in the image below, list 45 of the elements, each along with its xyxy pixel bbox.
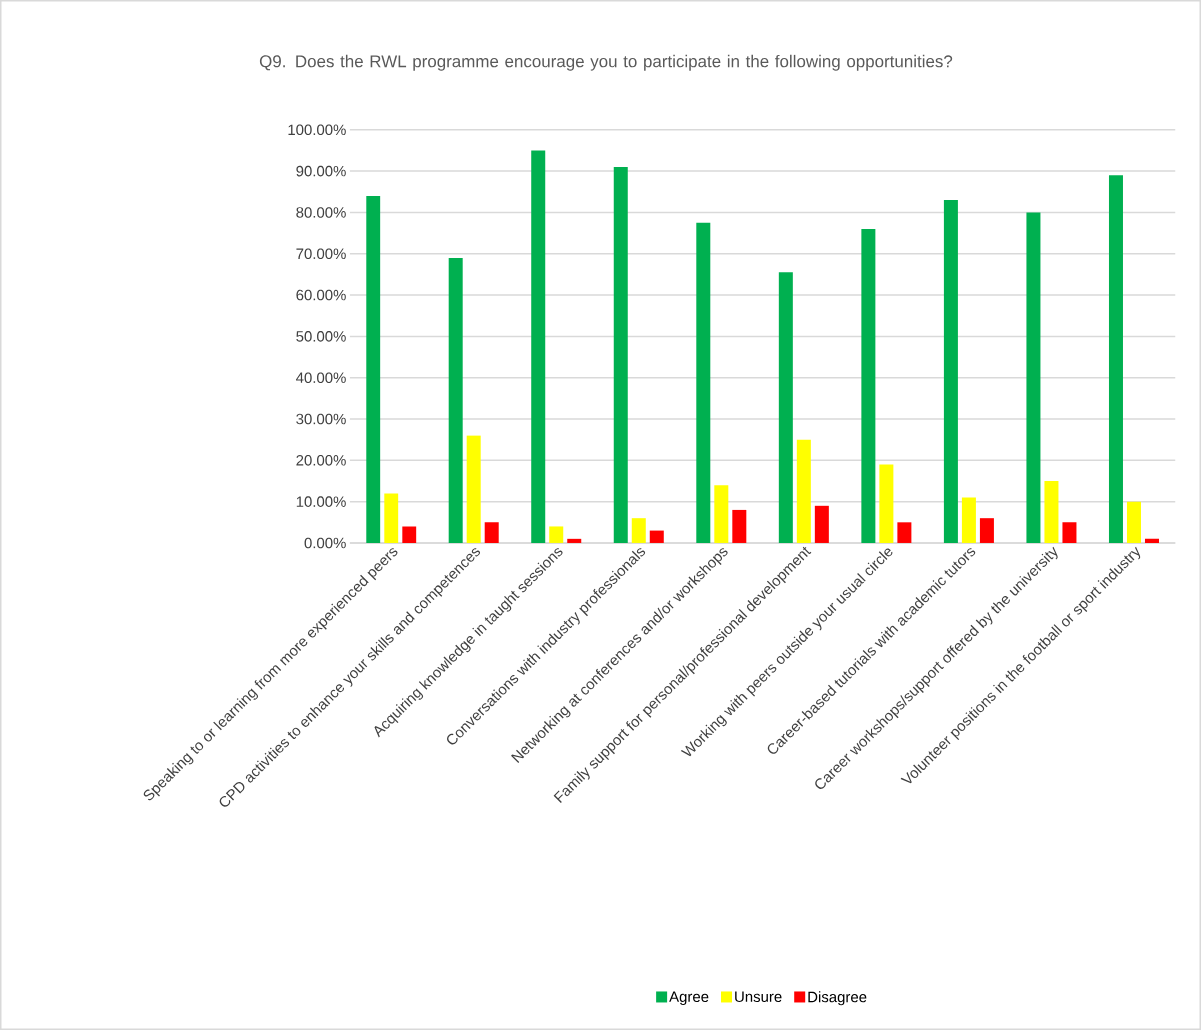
bar — [1126, 501, 1141, 543]
bar — [1144, 538, 1159, 543]
bar — [861, 228, 876, 543]
legend-label: Agree — [669, 991, 709, 1005]
bar — [732, 509, 747, 543]
legend-label: Disagree — [808, 991, 867, 1006]
bar — [961, 497, 976, 543]
bar — [943, 200, 958, 543]
bar — [714, 485, 729, 543]
bar — [466, 435, 481, 543]
y-tick-label: 100.00% — [288, 124, 346, 136]
bar — [879, 464, 894, 543]
y-tick-label: 50.00% — [296, 331, 346, 342]
bar — [613, 167, 628, 543]
y-tick-label: 10.00% — [296, 496, 346, 507]
bar — [567, 538, 582, 543]
y-tick-label: 30.00% — [296, 413, 346, 425]
bar — [897, 522, 912, 543]
y-tick-label: 80.00% — [296, 207, 346, 218]
bar — [402, 526, 417, 543]
bar — [1108, 175, 1123, 543]
bar — [448, 257, 463, 543]
bar — [549, 526, 564, 543]
chart-title: Q9. Does the RWL programme encourage you to participate in the following opportunities? — [259, 54, 953, 71]
bar — [631, 518, 646, 543]
bar — [1044, 481, 1059, 543]
y-tick-label: 0.00% — [304, 537, 346, 549]
bar — [484, 522, 499, 543]
bar — [979, 518, 994, 543]
y-tick-label: 90.00% — [296, 165, 346, 177]
bar — [1062, 522, 1077, 543]
y-tick-label: 60.00% — [296, 289, 346, 301]
y-tick-label: 70.00% — [296, 248, 346, 260]
bar — [366, 195, 381, 543]
legend-label: Unsure — [735, 991, 782, 1003]
bar — [778, 272, 793, 543]
bar — [696, 222, 711, 543]
y-tick-label: 40.00% — [296, 372, 346, 384]
bar — [1026, 212, 1041, 543]
bar — [796, 439, 811, 543]
y-tick-label: 20.00% — [296, 455, 346, 466]
bar — [814, 505, 829, 543]
bar — [384, 493, 399, 543]
bar — [531, 150, 546, 543]
bar — [649, 530, 664, 543]
